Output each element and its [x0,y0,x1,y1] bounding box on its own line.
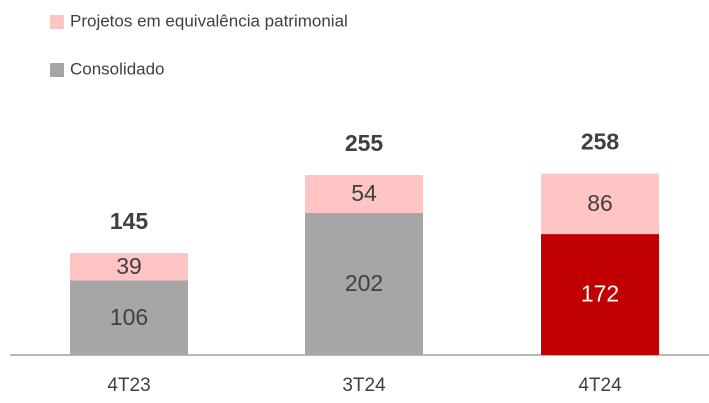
x-tick-label: 3T24 [342,375,386,396]
value-label: 86 [587,190,613,216]
total-label: 258 [581,129,620,155]
value-label: 202 [345,270,383,296]
x-tick-label: 4T24 [578,375,622,396]
bar-segment [305,212,423,355]
total-label: 145 [110,208,149,234]
bar-segment [305,175,423,213]
value-label: 172 [581,281,619,307]
value-label: 39 [116,253,142,279]
legend-label: Consolidado [70,59,165,78]
legend-swatch [50,63,64,77]
legend-label: Projetos em equivalência patrimonial [70,11,348,30]
x-tick-label: 4T23 [107,375,150,396]
bar-segment [541,173,659,235]
bar-segment [541,234,659,355]
value-label: 54 [351,180,377,206]
legend-swatch [50,15,64,29]
value-label: 106 [110,304,148,330]
bar-segment [70,253,188,281]
total-label: 255 [345,130,384,156]
bar-segment [70,280,188,355]
